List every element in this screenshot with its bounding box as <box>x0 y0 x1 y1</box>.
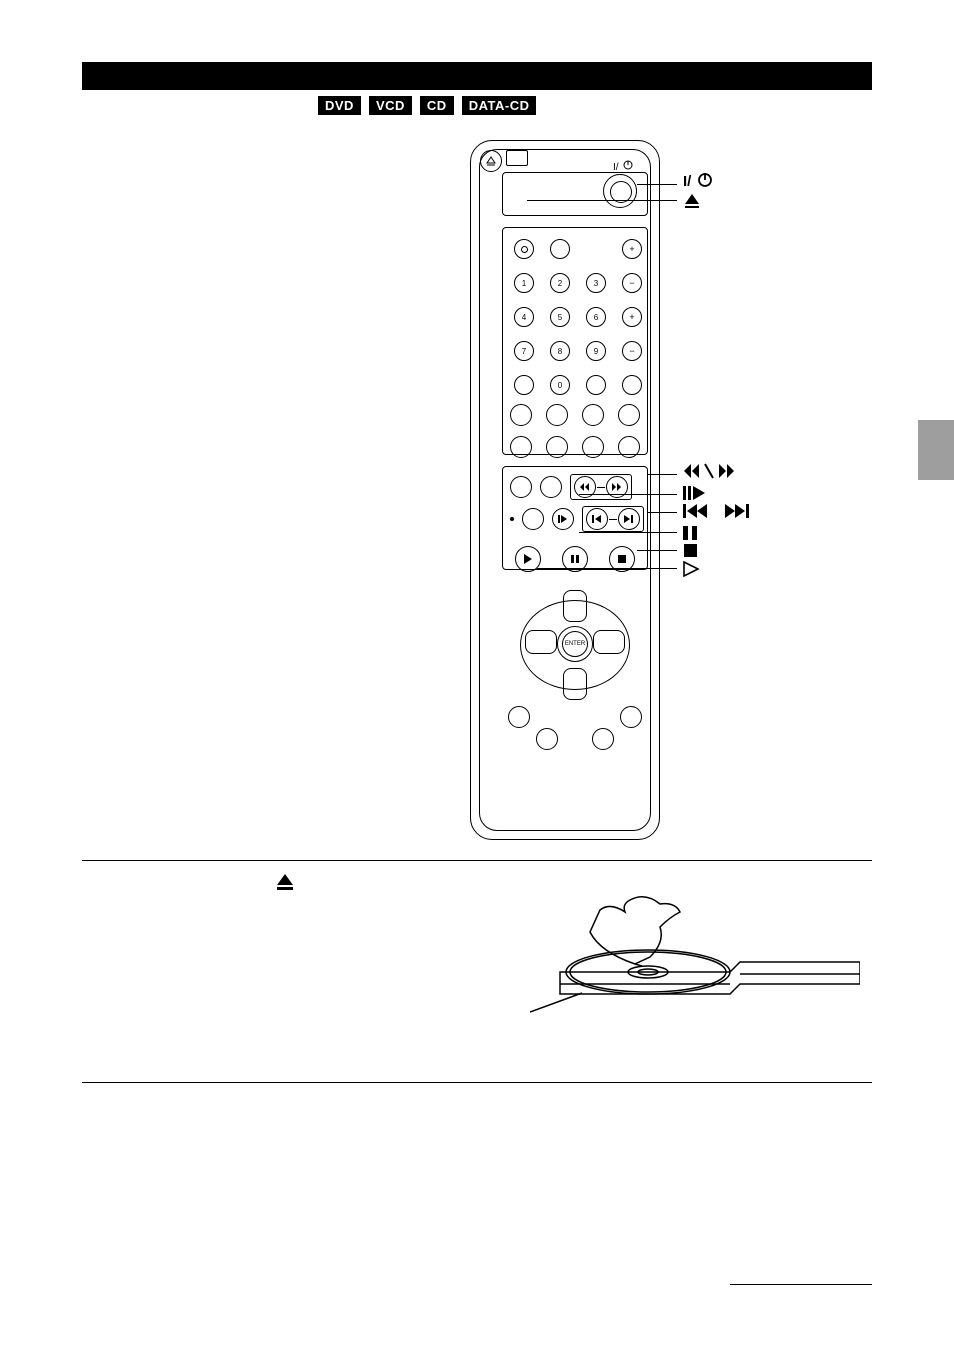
num-4: 4 <box>514 307 534 327</box>
fn-btn <box>582 436 604 458</box>
grid-btn <box>550 239 570 259</box>
dpad: ENTER <box>520 590 630 700</box>
body-eject-symbol <box>275 873 295 896</box>
num-1: 1 <box>514 273 534 293</box>
callout-skip <box>683 502 761 519</box>
eject-button <box>480 150 502 172</box>
bottom-row <box>508 706 642 728</box>
header-bar <box>82 62 872 90</box>
number-grid: + 1 2 3 − 4 5 6 + 7 8 9 − 0 <box>510 235 646 399</box>
badge-vcd: VCD <box>369 96 412 115</box>
vol-up: + <box>622 307 642 327</box>
ch-up: + <box>622 239 642 259</box>
grid-btn <box>622 375 642 395</box>
fn-row-1 <box>510 404 646 426</box>
num-8: 8 <box>550 341 570 361</box>
step-btn <box>552 508 574 530</box>
callout-eject <box>683 192 701 209</box>
fn-row-2 <box>510 436 646 458</box>
callout-scan <box>683 462 745 479</box>
fn-btn <box>546 404 568 426</box>
fn-btn <box>618 436 640 458</box>
dpad-up <box>563 590 587 622</box>
b-btn <box>620 706 642 728</box>
side-tab <box>918 420 954 480</box>
fn-btn <box>582 404 604 426</box>
num-3: 3 <box>586 273 606 293</box>
fn-btn <box>618 404 640 426</box>
skip-fwd <box>618 508 640 530</box>
fn-btn <box>510 436 532 458</box>
num-0: 0 <box>550 375 570 395</box>
callout-stop <box>683 542 699 559</box>
scan-box <box>570 474 632 500</box>
t-btn <box>510 476 532 498</box>
t-btn <box>522 508 544 530</box>
vol-down: − <box>622 341 642 361</box>
badge-dvd: DVD <box>318 96 361 115</box>
disc-tray-illustration <box>530 882 860 1037</box>
num-6: 6 <box>586 307 606 327</box>
dpad-cross: ENTER <box>535 590 615 700</box>
dpad-right <box>593 630 625 654</box>
power-label: I/ <box>613 160 633 175</box>
grid-btn <box>514 239 534 259</box>
display-button <box>506 150 528 166</box>
format-badges: DVD VCD CD DATA-CD <box>318 96 536 115</box>
callout-pause <box>683 524 699 541</box>
transport-row-2 <box>510 506 644 532</box>
dpad-left <box>525 630 557 654</box>
num-5: 5 <box>550 307 570 327</box>
fn-btn <box>510 404 532 426</box>
skip-back <box>586 508 608 530</box>
dot <box>510 517 514 521</box>
divider-2 <box>82 1082 872 1083</box>
callout-power: I/ <box>683 172 715 190</box>
badge-data-cd: DATA-CD <box>462 96 537 115</box>
page: DVD VCD CD DATA-CD I/ <box>0 0 954 1355</box>
svg-text:I/: I/ <box>683 173 692 190</box>
t-btn <box>540 476 562 498</box>
fn-btn <box>546 436 568 458</box>
num-2: 2 <box>550 273 570 293</box>
grid-btn <box>514 375 534 395</box>
ch-down: − <box>622 273 642 293</box>
dpad-center: ENTER <box>557 626 593 662</box>
num-9: 9 <box>586 341 606 361</box>
remote-inner: I/ + 1 2 3 − 4 5 <box>479 149 651 831</box>
b-btn <box>536 728 558 750</box>
remote-diagram: I/ + 1 2 3 − 4 5 <box>470 140 870 860</box>
svg-text:I/: I/ <box>613 162 619 172</box>
footer-rule <box>730 1284 872 1285</box>
callout-step <box>683 484 713 501</box>
grid-btn <box>586 375 606 395</box>
bottom-row-2 <box>536 728 614 750</box>
enter-button: ENTER <box>562 631 588 657</box>
skip-box <box>582 506 644 532</box>
power-ring <box>603 174 637 208</box>
b-btn <box>508 706 530 728</box>
top-row <box>480 150 610 172</box>
badge-cd: CD <box>420 96 454 115</box>
divider-1 <box>82 860 872 861</box>
transport-row-1 <box>510 474 632 500</box>
num-7: 7 <box>514 341 534 361</box>
dpad-down <box>563 668 587 700</box>
b-btn <box>592 728 614 750</box>
callout-play <box>683 560 701 577</box>
